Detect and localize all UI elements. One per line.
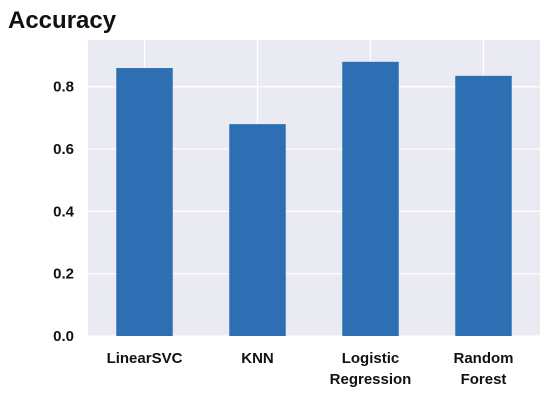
x-category-label: Logistic Regression bbox=[330, 350, 412, 388]
y-tick-label: 0.6 bbox=[53, 141, 74, 158]
x-category-label-line: KNN bbox=[241, 350, 274, 367]
bar bbox=[342, 61, 399, 337]
x-category-label-line: LinearSVC bbox=[107, 350, 183, 367]
x-category-label-line: Forest bbox=[461, 371, 507, 388]
x-category-label-line: Random bbox=[454, 350, 514, 367]
y-tick-label: 0.2 bbox=[53, 266, 74, 283]
x-category-label-line: Logistic bbox=[342, 350, 400, 367]
bars bbox=[116, 61, 512, 337]
y-tick-label: 0.4 bbox=[53, 203, 75, 220]
y-tick-label: 0.8 bbox=[53, 79, 74, 96]
x-axis-category-labels: LinearSVC KNN Logistic Regression Random Fore… bbox=[107, 350, 514, 388]
bar bbox=[116, 68, 173, 336]
y-tick-label: 0.0 bbox=[53, 328, 74, 345]
x-category-label-line: Regression bbox=[330, 371, 412, 388]
chart-title: Accuracy bbox=[8, 7, 117, 34]
bar bbox=[229, 124, 286, 336]
bar bbox=[455, 75, 512, 337]
x-category-label: LinearSVC bbox=[107, 350, 183, 367]
x-category-label: KNN bbox=[241, 350, 274, 367]
x-category-label: Random Forest bbox=[454, 350, 514, 388]
y-axis-tick-labels: 0.0 0.2 0.4 0.6 0.8 bbox=[53, 79, 75, 345]
